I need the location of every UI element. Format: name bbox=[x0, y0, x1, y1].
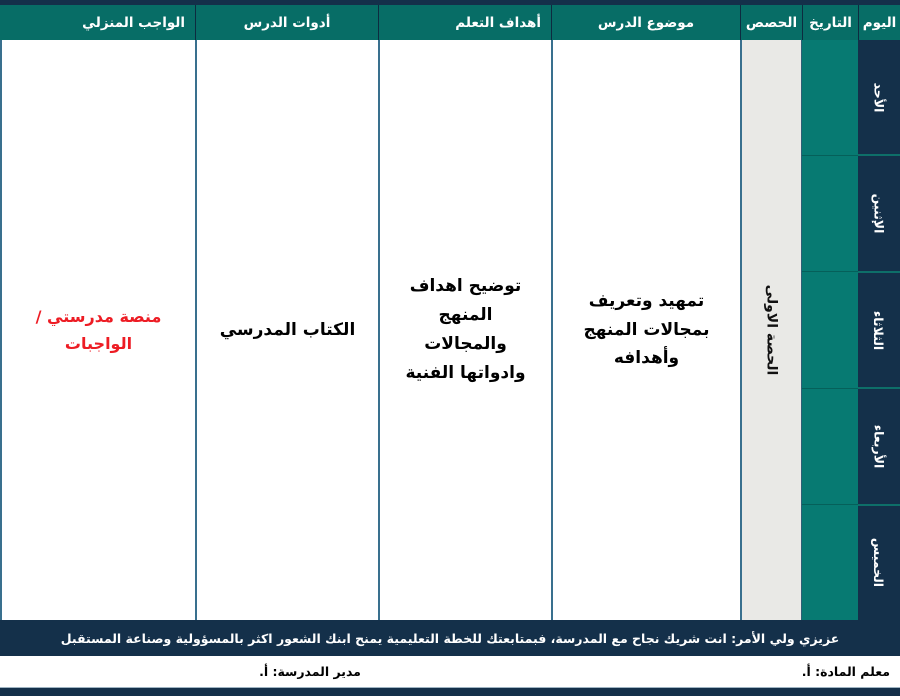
day-cell: الثلاثاء bbox=[858, 272, 900, 390]
parent-message-bar: عزيزي ولي الأمر: انت شريك نجاح مع المدرس… bbox=[0, 620, 900, 656]
bottom-border-strip bbox=[0, 688, 900, 696]
day-cell: الأحد bbox=[858, 40, 900, 157]
day-column: الأحد الإثنين الثلاثاء الأربعاء الخميس bbox=[858, 40, 900, 621]
table-header-row: اليوم التاريخ الحصص موضوع الدرس أهداف ال… bbox=[0, 5, 900, 40]
day-label: الأربعاء bbox=[871, 424, 887, 469]
header-cell-periods: الحصص bbox=[740, 5, 802, 40]
date-cell bbox=[802, 156, 858, 273]
header-cell-date: التاريخ bbox=[802, 5, 858, 40]
header-cell-homework: الواجب المنزلي bbox=[82, 14, 185, 31]
principal-signature: مدير المدرسة: أ. bbox=[259, 664, 361, 679]
period-label: الحصة الاولى bbox=[763, 284, 780, 376]
date-column bbox=[802, 40, 858, 620]
goals-cell: توضيح اهداف المنهج والمجالات وادواتها ال… bbox=[378, 40, 551, 620]
tools-cell: الكتاب المدرسي bbox=[195, 40, 378, 620]
header-cell-tools: أدوات الدرس bbox=[195, 5, 378, 40]
day-cell: الخميس bbox=[858, 505, 900, 621]
day-label: الخميس bbox=[871, 538, 887, 588]
day-cell: الإثنين bbox=[858, 156, 900, 273]
header-cell-topic: موضوع الدرس bbox=[551, 5, 740, 40]
table-body: الأحد الإثنين الثلاثاء الأربعاء الخميس ا… bbox=[0, 40, 900, 621]
header-cell-day: اليوم bbox=[858, 5, 900, 40]
top-border-strip bbox=[0, 0, 900, 5]
day-label: الإثنين bbox=[871, 193, 887, 234]
day-cell: الأربعاء bbox=[858, 389, 900, 506]
header-cell-goals: أهداف التعلم bbox=[378, 5, 551, 40]
day-label: الثلاثاء bbox=[871, 310, 887, 350]
day-label: الأحد bbox=[871, 82, 887, 113]
teacher-signature: معلم المادة: أ. bbox=[801, 664, 890, 679]
signature-row: معلم المادة: أ. مدير المدرسة: أ. bbox=[0, 656, 900, 688]
date-cell bbox=[802, 389, 858, 505]
date-cell bbox=[802, 272, 858, 389]
period-cell: الحصة الاولى bbox=[740, 40, 802, 620]
date-cell bbox=[802, 40, 858, 157]
homework-cell: منصة مدرستي / الواجبات bbox=[0, 40, 195, 620]
topic-cell: تمهيد وتعريف بمجالات المنهج وأهدافه bbox=[551, 40, 740, 620]
date-cell bbox=[802, 505, 858, 620]
